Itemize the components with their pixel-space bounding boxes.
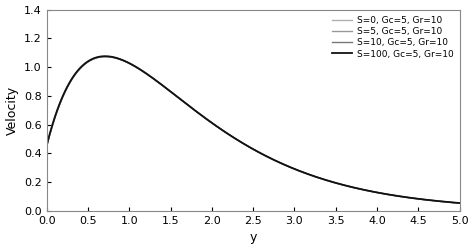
S=100, Gc=5, Gr=10	[328, 180, 334, 183]
S=100, Gc=5, Gr=10	[211, 123, 217, 126]
S=0, Gc=5, Gr=10	[102, 55, 108, 58]
S=5, Gc=5, Gr=10	[366, 190, 372, 192]
S=5, Gc=5, Gr=10	[328, 180, 334, 183]
S=0, Gc=5, Gr=10	[211, 123, 217, 126]
S=100, Gc=5, Gr=10	[374, 191, 379, 194]
S=10, Gc=5, Gr=10	[86, 60, 92, 63]
S=0, Gc=5, Gr=10	[328, 180, 334, 183]
Line: S=0, Gc=5, Gr=10: S=0, Gc=5, Gr=10	[47, 56, 460, 203]
S=10, Gc=5, Gr=10	[226, 133, 232, 136]
S=10, Gc=5, Gr=10	[102, 55, 108, 58]
S=5, Gc=5, Gr=10	[457, 202, 463, 204]
S=0, Gc=5, Gr=10	[44, 145, 50, 148]
S=10, Gc=5, Gr=10	[44, 145, 50, 148]
Line: S=10, Gc=5, Gr=10: S=10, Gc=5, Gr=10	[47, 56, 460, 203]
S=0, Gc=5, Gr=10	[86, 60, 92, 63]
S=5, Gc=5, Gr=10	[211, 123, 217, 126]
X-axis label: y: y	[249, 232, 257, 244]
Line: S=100, Gc=5, Gr=10: S=100, Gc=5, Gr=10	[47, 56, 460, 203]
S=100, Gc=5, Gr=10	[44, 144, 50, 146]
S=5, Gc=5, Gr=10	[44, 145, 50, 148]
S=100, Gc=5, Gr=10	[366, 190, 372, 192]
S=10, Gc=5, Gr=10	[211, 123, 217, 126]
S=0, Gc=5, Gr=10	[366, 190, 372, 192]
S=10, Gc=5, Gr=10	[457, 202, 463, 204]
S=0, Gc=5, Gr=10	[226, 133, 232, 136]
S=10, Gc=5, Gr=10	[366, 190, 372, 192]
S=100, Gc=5, Gr=10	[457, 202, 463, 204]
S=10, Gc=5, Gr=10	[374, 191, 379, 194]
S=5, Gc=5, Gr=10	[102, 55, 108, 58]
S=5, Gc=5, Gr=10	[86, 60, 92, 63]
Y-axis label: Velocity: Velocity	[6, 86, 18, 135]
S=100, Gc=5, Gr=10	[226, 133, 232, 136]
S=100, Gc=5, Gr=10	[86, 59, 92, 62]
S=0, Gc=5, Gr=10	[374, 191, 379, 194]
Legend: S=0, Gc=5, Gr=10, S=5, Gc=5, Gr=10, S=10, Gc=5, Gr=10, S=100, Gc=5, Gr=10: S=0, Gc=5, Gr=10, S=5, Gc=5, Gr=10, S=10…	[330, 14, 455, 60]
S=10, Gc=5, Gr=10	[328, 180, 334, 183]
S=100, Gc=5, Gr=10	[102, 55, 108, 58]
Line: S=5, Gc=5, Gr=10: S=5, Gc=5, Gr=10	[47, 56, 460, 203]
S=5, Gc=5, Gr=10	[226, 133, 232, 136]
S=0, Gc=5, Gr=10	[457, 202, 463, 204]
S=5, Gc=5, Gr=10	[374, 191, 379, 194]
